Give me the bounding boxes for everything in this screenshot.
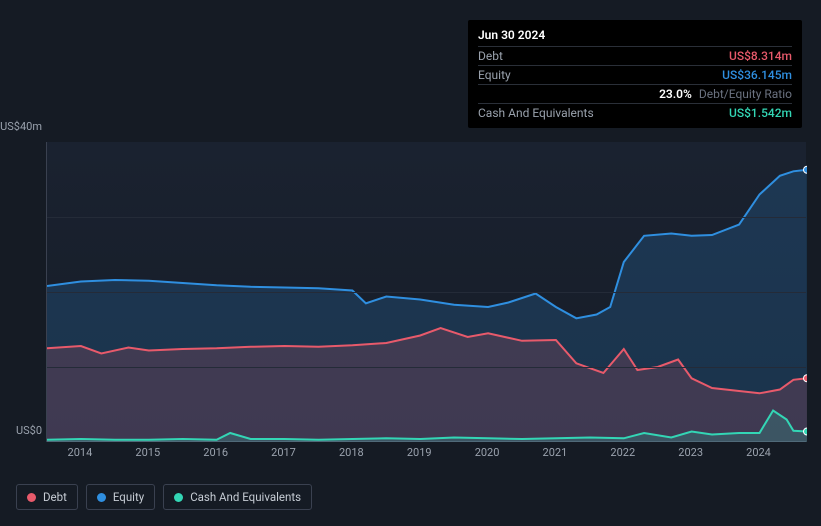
x-axis-tick: 2016 [203, 446, 228, 459]
legend-item-debt[interactable]: Debt [16, 484, 78, 510]
legend-label: Equity [113, 490, 144, 504]
series-marker-cash-and-equivalents [804, 428, 808, 435]
x-axis-tick: 2019 [407, 446, 432, 459]
legend-dot-icon [27, 493, 36, 502]
grid-line [47, 367, 806, 368]
tooltip-label: Debt [478, 49, 503, 63]
tooltip-value: US$1.542m [729, 106, 792, 120]
grid-line [47, 217, 806, 218]
chart-legend: Debt Equity Cash And Equivalents [16, 484, 312, 510]
legend-label: Debt [43, 490, 67, 504]
series-marker-debt [804, 375, 808, 382]
tooltip-value: US$8.314m [729, 49, 792, 63]
legend-dot-icon [174, 493, 183, 502]
tooltip-date: Jun 30 2024 [478, 26, 792, 46]
tooltip-row-ratio: 23.0% Debt/Equity Ratio [478, 84, 792, 103]
chart-tooltip: Jun 30 2024 Debt US$8.314m Equity US$36.… [468, 20, 802, 128]
ratio-label: Debt/Equity Ratio [696, 87, 792, 101]
tooltip-row: Equity US$36.145m [478, 65, 792, 84]
debt-equity-chart: US$40m US$0 2014201520162017201820192020… [16, 120, 806, 476]
x-axis-tick: 2022 [610, 446, 635, 459]
x-axis-tick: 2024 [746, 446, 771, 459]
x-axis-tick: 2023 [678, 446, 703, 459]
ratio-value: 23.0% [659, 87, 692, 101]
legend-item-cash-and-equivalents[interactable]: Cash And Equivalents [163, 484, 312, 510]
legend-label: Cash And Equivalents [190, 490, 301, 504]
y-axis-label-top: US$40m [0, 120, 42, 133]
grid-line [47, 292, 806, 293]
legend-item-equity[interactable]: Equity [86, 484, 155, 510]
x-axis-tick: 2015 [135, 446, 160, 459]
y-axis-label-bottom: US$0 [0, 424, 42, 437]
x-axis-tick: 2014 [68, 446, 93, 459]
x-axis-labels: 2014 2015 2016 2017 2018 2019 2020 2021 2022 2023… [46, 446, 806, 462]
tooltip-value: US$36.145m [722, 68, 792, 82]
x-axis-tick: 2018 [339, 446, 364, 459]
tooltip-label: Cash And Equivalents [478, 106, 594, 120]
tooltip-row: Debt US$8.314m [478, 46, 792, 65]
x-axis-tick: 2017 [271, 446, 296, 459]
plot-area[interactable] [46, 142, 806, 442]
x-axis-tick: 2020 [475, 446, 500, 459]
series-marker-equity [804, 166, 808, 173]
legend-dot-icon [97, 493, 106, 502]
tooltip-label: Equity [478, 68, 511, 82]
x-axis-tick: 2021 [543, 446, 568, 459]
